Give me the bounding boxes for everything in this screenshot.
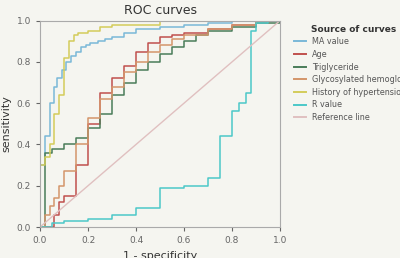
Y-axis label: sensitivity: sensitivity <box>1 95 11 152</box>
Legend: MA value, Age, Triglyceride, Glycosylated hemoglobin, History of hypertension, R: MA value, Age, Triglyceride, Glycosylate… <box>294 25 400 122</box>
X-axis label: 1 - specificity: 1 - specificity <box>123 251 197 258</box>
Title: ROC curves: ROC curves <box>124 4 196 17</box>
